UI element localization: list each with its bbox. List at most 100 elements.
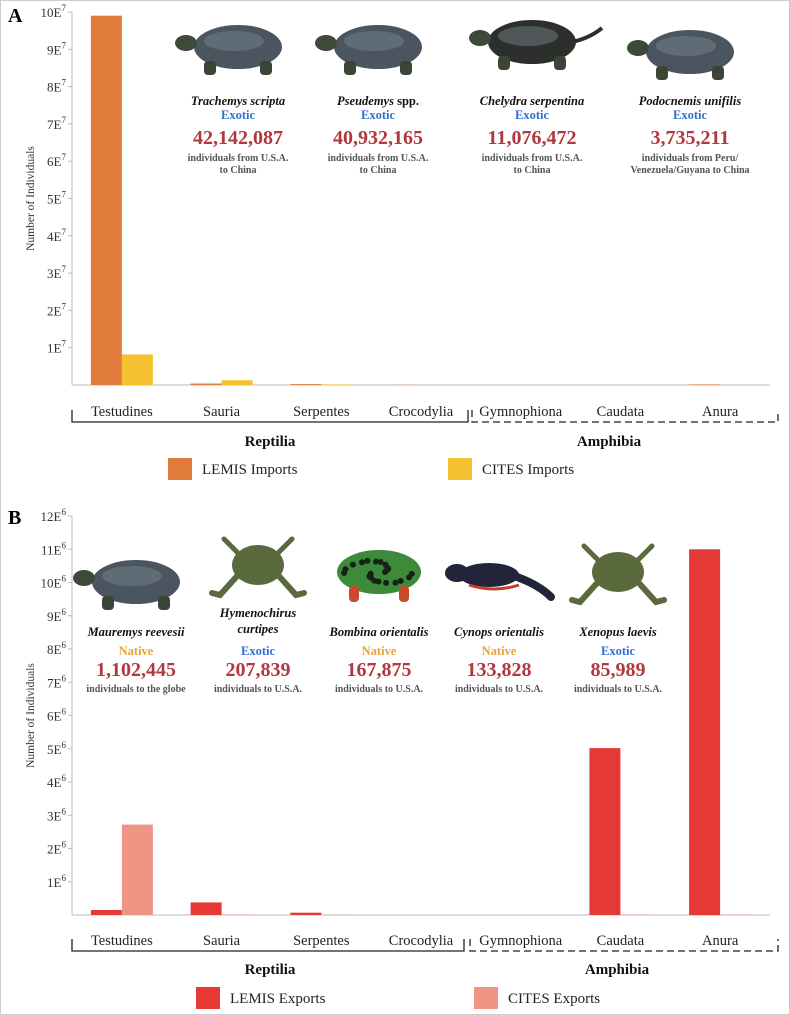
legend-swatch (448, 458, 472, 480)
y-tick-label: 2E7 (47, 301, 66, 318)
category-label: Gymnophiona (479, 404, 563, 420)
bar (290, 384, 322, 385)
turtle-shell (92, 560, 180, 604)
newt-tail (513, 573, 555, 601)
species-description: individuals from U.S.A. (188, 153, 289, 164)
species-description: individuals to U.S.A. (574, 684, 663, 695)
species-name: Trachemys scripta (191, 94, 285, 108)
bar (90, 910, 122, 915)
toad-spot (341, 570, 348, 576)
bar (689, 549, 721, 916)
species-description: individuals to U.S.A. (214, 684, 303, 695)
species-status: Native (482, 644, 517, 658)
panel-letter: B (8, 507, 21, 529)
species-status: Exotic (241, 644, 275, 658)
species-description: individuals to U.S.A. (455, 684, 544, 695)
category-label: Sauria (203, 933, 241, 949)
y-tick-label: 12E6 (41, 507, 67, 524)
species-description: to China (514, 165, 551, 176)
bar (321, 384, 353, 385)
frog-leg (275, 572, 307, 599)
species-description: to China (220, 165, 257, 176)
species-description: individuals to U.S.A. (335, 684, 424, 695)
y-tick-label: 9E7 (47, 40, 66, 57)
turtle-leg (498, 56, 510, 70)
legend-label: LEMIS Exports (230, 991, 326, 1007)
species-status: Native (119, 644, 154, 658)
turtle-tail (571, 26, 604, 44)
frog-body (232, 545, 284, 585)
toad-leg (399, 586, 409, 602)
species-description: to China (360, 165, 397, 176)
species-description: individuals from U.S.A. (482, 153, 583, 164)
frog-leg (569, 579, 601, 606)
category-label: Anura (702, 404, 739, 420)
species-description: individuals from U.S.A. (328, 153, 429, 164)
y-tick-label: 9E6 (47, 607, 66, 624)
turtle-leg (656, 66, 668, 80)
toad-spot (364, 557, 371, 564)
toad-spot (377, 559, 384, 565)
y-tick-label: 11E6 (41, 540, 66, 557)
y-tick-label: 8E7 (47, 78, 66, 95)
species-status: Exotic (515, 108, 549, 122)
newt-head (445, 564, 469, 582)
species-status: Exotic (361, 108, 395, 122)
toad-spot (408, 570, 415, 577)
category-label: Testudines (91, 933, 153, 949)
turtle-leg (158, 596, 170, 610)
frog-leg (209, 572, 241, 599)
legend-label: CITES Exports (508, 991, 600, 1007)
frog-arm (633, 543, 655, 565)
species-description: Venezuela/Guyana to China (630, 165, 749, 176)
newt-icon (445, 563, 555, 601)
reptilia-bracket (71, 410, 469, 423)
y-tick-label: 5E6 (47, 740, 66, 757)
turtle-leg (712, 66, 724, 80)
turtle-leg (204, 61, 216, 75)
y-tick-label: 3E6 (47, 806, 66, 823)
y-tick-label: 5E7 (47, 190, 66, 207)
amphibia-bracket (471, 410, 779, 423)
bar (121, 824, 153, 915)
bar (290, 912, 322, 915)
y-axis-label: Number of Individuals (25, 146, 37, 251)
y-tick-label: 2E6 (47, 840, 66, 857)
amphibia-bracket (469, 939, 779, 952)
bar (190, 383, 222, 385)
panel-B: B 1E6 2E6 3E6 4E6 5E6 6E6 7E6 8E6 9E6 10E6 11E6 12E6… (8, 507, 779, 1009)
shell-highlight (102, 566, 162, 586)
reptilia-bracket (71, 939, 465, 952)
snapping-turtle-icon (469, 20, 604, 70)
species-name: Chelydra serpentina (480, 94, 585, 108)
bar (589, 748, 621, 915)
species-name: Pseudemys spp. (337, 94, 419, 108)
panel-letter: A (8, 5, 23, 27)
y-tick-label: 4E7 (47, 227, 66, 244)
toad-spot (368, 574, 375, 581)
shell-highlight (204, 31, 264, 51)
category-label: Testudines (91, 404, 153, 420)
turtle-icon (73, 560, 180, 610)
frog-arm (221, 536, 243, 558)
group-label: Amphibia (585, 962, 650, 978)
frog-arm (581, 543, 603, 565)
toad-spot (375, 578, 382, 585)
shell-highlight (498, 26, 558, 46)
frog-icon (209, 536, 307, 599)
y-tick-label: 4E6 (47, 773, 66, 790)
y-axis-label: Number of Individuals (25, 663, 37, 768)
species-name: Mauremys reevesii (87, 625, 185, 639)
turtle-leg (400, 61, 412, 75)
bar (190, 902, 222, 915)
turtle-icon (315, 25, 422, 75)
legend-swatch (168, 458, 192, 480)
turtle-leg (102, 596, 114, 610)
y-tick-label: 6E7 (47, 152, 66, 169)
